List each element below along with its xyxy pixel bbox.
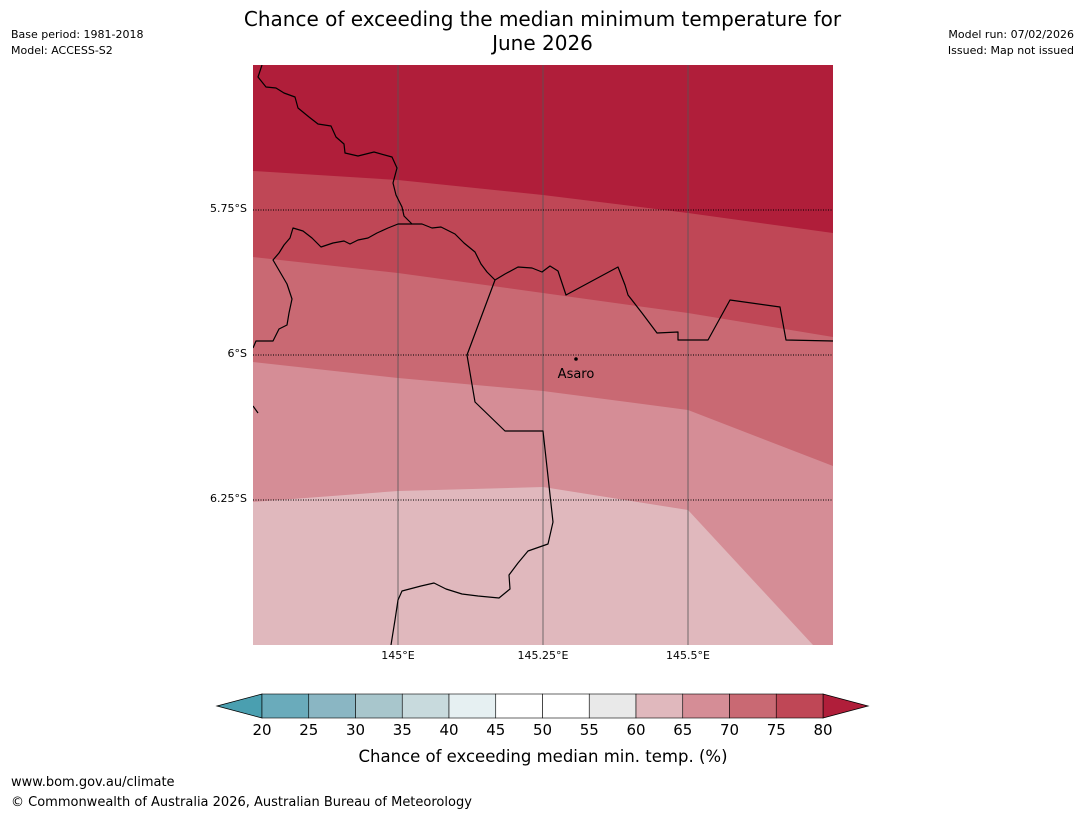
colorbar-cells xyxy=(215,693,870,719)
colorbar-cell xyxy=(682,693,730,719)
map-area: Asaro xyxy=(253,65,833,645)
lat-label-6-25: 6.25°S xyxy=(210,492,247,505)
zone-60-65 xyxy=(253,487,813,645)
colorbar-tick-label: 65 xyxy=(673,721,692,739)
colorbar-tick-label: 55 xyxy=(580,721,599,739)
colorbar-cell xyxy=(495,693,543,719)
colorbar-tick-label: 60 xyxy=(626,721,645,739)
issued-status: Issued: Map not issued xyxy=(947,44,1074,57)
colorbar-tick-label: 30 xyxy=(346,721,365,739)
model-run: Model run: 07/02/2026 xyxy=(948,28,1074,41)
colorbar-cell xyxy=(401,693,450,719)
colorbar-cell xyxy=(308,693,356,719)
footer-url[interactable]: www.bom.gov.au/climate xyxy=(11,775,175,790)
colorbar-tick-label: 25 xyxy=(299,721,318,739)
colorbar-cell xyxy=(635,693,684,719)
title-line-1: Chance of exceeding the median minimum t… xyxy=(243,7,842,31)
colorbar-cell xyxy=(355,693,403,719)
colorbar-tick-label: 40 xyxy=(439,721,458,739)
base-period: Base period: 1981-2018 xyxy=(11,28,144,41)
colorbar-tick-labels: 20 25 30 35 40 45 50 55 60 65 70 75 80 xyxy=(252,721,832,739)
colorbar-tick-label: 80 xyxy=(813,721,832,739)
lon-label-145: 145°E xyxy=(381,649,415,662)
province-boundaries xyxy=(253,65,833,645)
colorbar-cell xyxy=(588,693,637,719)
colorbar-cell xyxy=(775,693,824,719)
colorbar-tick-label: 70 xyxy=(720,721,739,739)
colorbar-tick-label: 50 xyxy=(533,721,552,739)
map-title: Chance of exceeding the median minimum t… xyxy=(200,7,885,55)
colorbar-extend-below xyxy=(215,693,263,719)
colorbar-cell xyxy=(448,693,497,719)
colorbar-cell xyxy=(261,693,310,719)
lat-label-6: 6°S xyxy=(227,347,247,360)
model-name: Model: ACCESS-S2 xyxy=(11,44,113,57)
colorbar-tick-label: 20 xyxy=(252,721,271,739)
colorbar-extend-above xyxy=(822,693,870,719)
metadata-left: Base period: 1981-2018 Model: ACCESS-S2 xyxy=(11,27,143,59)
asaro-marker[interactable] xyxy=(574,357,578,361)
colorbar-cell xyxy=(542,693,590,719)
colorbar-tick-label: 35 xyxy=(393,721,412,739)
metadata-right: Model run: 07/02/2026 Issued: Map not is… xyxy=(948,27,1074,59)
lon-label-145-25: 145.25°E xyxy=(517,649,569,662)
asaro-label: Asaro xyxy=(558,367,595,382)
colorbar-cell xyxy=(729,693,777,719)
colorbar-tick-label: 75 xyxy=(767,721,786,739)
lon-label-145-5: 145.5°E xyxy=(666,649,710,662)
colorbar-title: Chance of exceeding median min. temp. (%… xyxy=(358,747,727,766)
title-line-2: June 2026 xyxy=(492,31,593,55)
lat-label-5-75: 5.75°S xyxy=(210,202,247,215)
footer-copyright: © Commonwealth of Australia 2026, Austra… xyxy=(11,795,472,810)
colorbar-tick-label: 45 xyxy=(486,721,505,739)
